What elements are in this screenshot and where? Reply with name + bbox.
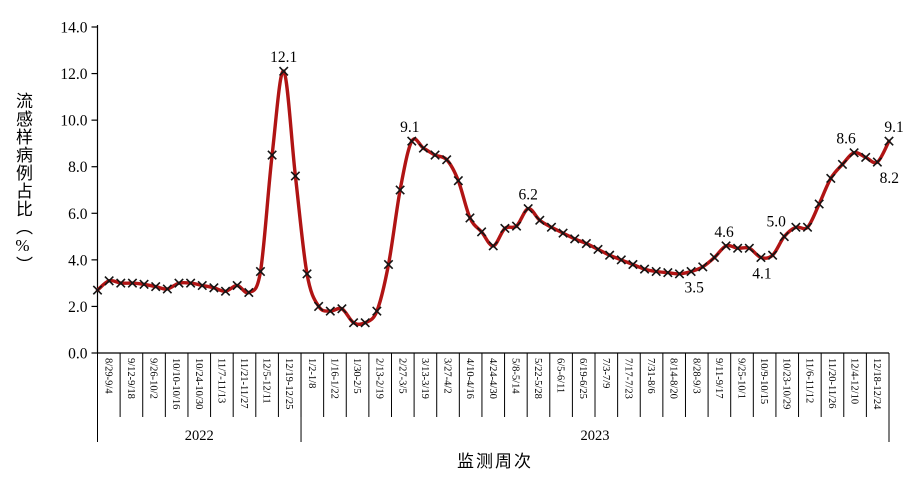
x-tick-label: 4/10-4/16 [464,358,475,399]
data-label: 8.6 [836,131,856,148]
y-tick-label: 6.0 [68,206,88,223]
x-tick-label: 3/27-4/2 [442,358,453,394]
x-tick-label: 9/12-9/18 [125,358,136,399]
x-tick-label: 1/2-1/8 [306,358,317,388]
x-tick-label: 7/3-7/9 [600,358,611,388]
data-label: 5.0 [767,214,787,231]
x-tick-label: 12/19-12/25 [283,358,294,409]
y-tick-label: 12.0 [60,66,87,83]
y-tick-label: 0.0 [68,346,88,363]
x-tick-label: 1/16-1/22 [328,358,339,399]
x-tick-label: 10/23-10/29 [781,358,792,409]
data-label: 9.1 [400,119,419,136]
year-label: 2022 [185,428,214,444]
x-tick-label: 11/6-11/12 [803,358,814,403]
x-tick-label: 9/26-10/2 [148,358,159,399]
x-tick-label: 10/9-10/15 [758,358,769,404]
x-tick-label: 8/28-9/3 [690,358,701,394]
data-label: 12.1 [270,49,297,66]
x-tick-label: 5/22-5/28 [532,358,543,399]
x-tick-label: 6/5-6/11 [555,358,566,393]
x-tick-label: 4/24-4/30 [487,358,498,399]
x-tick-label: 11/20-11/26 [826,358,837,409]
x-tick-label: 5/8-5/14 [509,358,520,394]
y-axis-title: 流感样病例占比（%） [13,92,32,274]
x-tick-label: 9/11-9/17 [713,358,724,398]
x-tick-label: 3/13-3/19 [419,358,430,399]
x-tick-label: 12/18-12/24 [871,358,882,410]
data-label: 8.2 [880,170,899,187]
x-tick-label: 12/4-12/10 [849,358,860,404]
x-tick-label: 10/10-10/16 [170,358,181,409]
x-tick-label: 8/14-8/20 [668,358,679,399]
x-tick-label: 11/7-11/13 [215,358,226,403]
y-tick-label: 10.0 [60,113,87,130]
x-tick-label: 7/31-8/6 [645,358,656,394]
data-label: 4.6 [714,224,734,241]
x-tick-label: 8/29-9/4 [102,358,113,394]
data-label: 3.5 [684,280,704,297]
ili-series-line [95,69,891,327]
x-tick-label: 2/13-2/19 [374,358,385,399]
x-tick-label: 10/24-10/30 [193,358,204,409]
data-label: 4.1 [752,266,771,283]
x-tick-label: 12/5-12/11 [261,358,272,404]
y-tick-label: 8.0 [68,159,88,176]
x-tick-label: 7/17-7/23 [622,358,633,399]
y-tick-label: 4.0 [68,252,88,269]
x-tick-label: 6/19-6/25 [577,358,588,399]
year-label: 2023 [581,428,610,444]
data-label: 6.2 [518,187,537,204]
y-tick-label: 2.0 [68,299,88,316]
x-tick-label: 2/27-3/5 [396,358,407,394]
x-tick-label: 9/25-10/1 [736,358,747,399]
y-tick-label: 14.0 [60,20,87,37]
data-label: 9.1 [884,119,903,136]
x-tick-label: 1/30-2/5 [351,358,362,394]
x-axis-title: 监测周次 [457,452,533,471]
x-tick-label: 11/21-11/27 [238,358,249,409]
